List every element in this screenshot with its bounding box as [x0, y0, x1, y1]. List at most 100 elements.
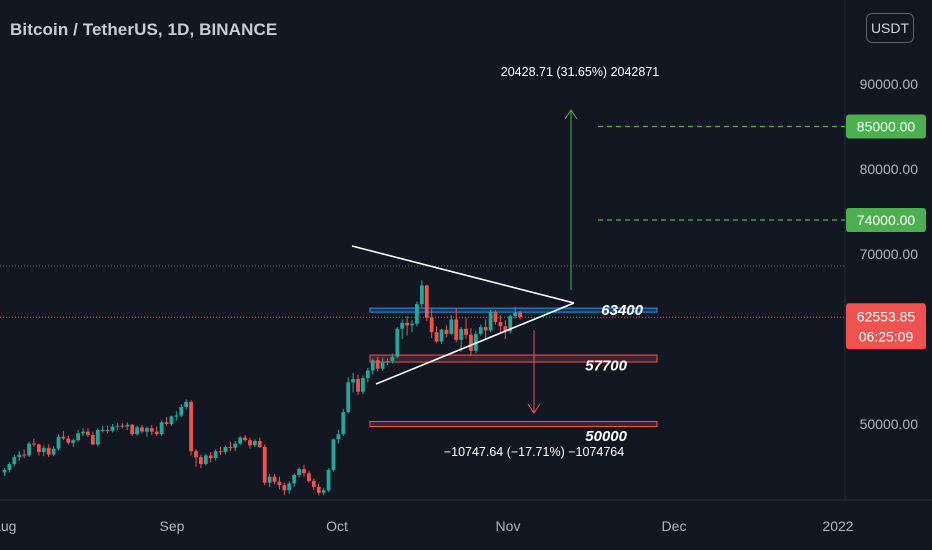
candle-body — [90, 435, 95, 445]
candle-body — [302, 469, 306, 474]
candle-body — [61, 436, 66, 439]
candle-body — [488, 311, 493, 331]
candle-body — [326, 469, 331, 491]
level-label-57700: 57700 — [585, 358, 627, 375]
candle-body — [503, 326, 508, 332]
candle-body — [459, 328, 464, 340]
candle-body — [331, 439, 336, 470]
candle-body — [336, 434, 341, 440]
candle-body — [174, 415, 179, 417]
candle-body — [385, 361, 390, 363]
candle-body — [395, 328, 400, 357]
candle-body — [513, 312, 518, 317]
candle-body — [282, 485, 287, 491]
candle-body — [361, 378, 365, 392]
target-price-badge-label: 74000.00 — [857, 212, 916, 228]
candle-body — [27, 443, 31, 456]
candle-body — [199, 457, 203, 464]
candle-body — [46, 447, 51, 455]
candle-body — [365, 370, 370, 379]
candle-body — [478, 327, 483, 334]
y-tick-label: 70000.00 — [860, 246, 919, 262]
candle-body — [22, 454, 27, 456]
measure-up-label: 20428.71 (31.65%) 2042871 — [501, 65, 660, 79]
candle-body — [130, 424, 135, 435]
candle-body — [194, 451, 198, 458]
candle-body — [7, 463, 12, 470]
candle-body — [292, 475, 297, 484]
candle-body — [464, 328, 468, 335]
candle-body — [370, 360, 375, 371]
candle-body — [120, 425, 125, 427]
candle-body — [444, 329, 449, 334]
candle-body — [2, 469, 7, 473]
candle-body — [493, 311, 498, 322]
candle-body — [233, 443, 238, 448]
candle-body — [410, 323, 414, 326]
y-tick-label: 50000.00 — [860, 416, 919, 432]
candle-body — [400, 322, 405, 329]
y-tick-label: 90000.00 — [860, 76, 919, 92]
candle-body — [100, 429, 105, 431]
candle-body — [307, 473, 311, 481]
level-zone-50000 — [369, 421, 658, 427]
triangle-upper-trendline — [351, 245, 575, 304]
candle-body — [159, 422, 164, 435]
bar-countdown-label: 06:25:09 — [859, 328, 914, 344]
candle-body — [243, 437, 247, 441]
candle-body — [248, 440, 252, 446]
candle-body — [218, 451, 223, 453]
candle-body — [405, 322, 410, 326]
x-tick-label: Aug — [0, 518, 16, 534]
candle-body — [56, 436, 61, 449]
candle-body — [179, 407, 184, 416]
candle-body — [429, 317, 434, 333]
candle-body — [341, 412, 346, 435]
candle-body — [41, 447, 46, 453]
candle-body — [498, 322, 503, 327]
target-price-badge — [846, 208, 926, 232]
level-label-63400: 63400 — [601, 302, 643, 319]
candle-body — [184, 401, 189, 407]
candle-body — [518, 312, 522, 318]
candle-body — [390, 356, 395, 362]
x-tick-label: Oct — [326, 518, 348, 534]
candle-body — [86, 431, 90, 436]
candle-body — [356, 378, 360, 392]
candle-body — [257, 441, 262, 447]
candle-body — [508, 316, 513, 332]
candle-body — [380, 361, 385, 369]
candle-body — [351, 378, 356, 383]
candle-body — [267, 476, 272, 483]
level-label-50000: 50000 — [585, 428, 627, 445]
candle-body — [483, 327, 488, 331]
level-zone-57700 — [369, 354, 658, 363]
candle-body — [81, 431, 85, 434]
x-tick-label: Nov — [496, 518, 521, 534]
candle-body — [375, 360, 380, 369]
candle-body — [469, 334, 473, 351]
y-tick-label: 80000.00 — [860, 161, 919, 177]
candle-body — [144, 428, 149, 432]
candle-body — [125, 424, 130, 427]
candle-body — [95, 429, 100, 445]
candle-body — [208, 455, 213, 458]
candle-body — [51, 448, 56, 455]
measure-up-arrowhead — [564, 109, 578, 120]
candle-body — [213, 451, 218, 458]
candle-body — [238, 437, 243, 444]
candle-body — [203, 455, 208, 464]
candle-body — [76, 433, 81, 441]
triangle-lower-trendline — [375, 302, 575, 385]
candle-body — [297, 469, 301, 475]
candle-body — [415, 304, 419, 324]
candle-body — [135, 427, 139, 435]
candle-body — [434, 332, 439, 342]
currency-button[interactable]: USDT — [866, 13, 914, 43]
last-price-badge — [846, 303, 926, 350]
x-tick-label: Sep — [160, 518, 185, 534]
candle-body — [164, 422, 169, 424]
candle-body — [105, 429, 110, 431]
candle-body — [424, 285, 429, 318]
